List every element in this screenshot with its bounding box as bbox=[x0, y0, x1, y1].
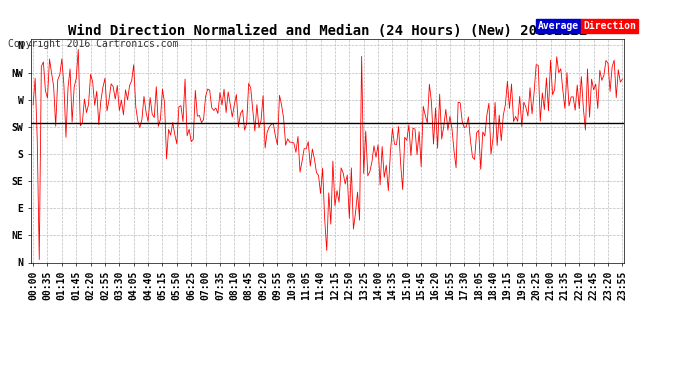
Title: Wind Direction Normalized and Median (24 Hours) (New) 20161221: Wind Direction Normalized and Median (24… bbox=[68, 24, 587, 38]
Text: Copyright 2016 Cartronics.com: Copyright 2016 Cartronics.com bbox=[8, 39, 179, 50]
Text: Direction: Direction bbox=[583, 21, 636, 31]
Text: Average: Average bbox=[538, 21, 580, 31]
